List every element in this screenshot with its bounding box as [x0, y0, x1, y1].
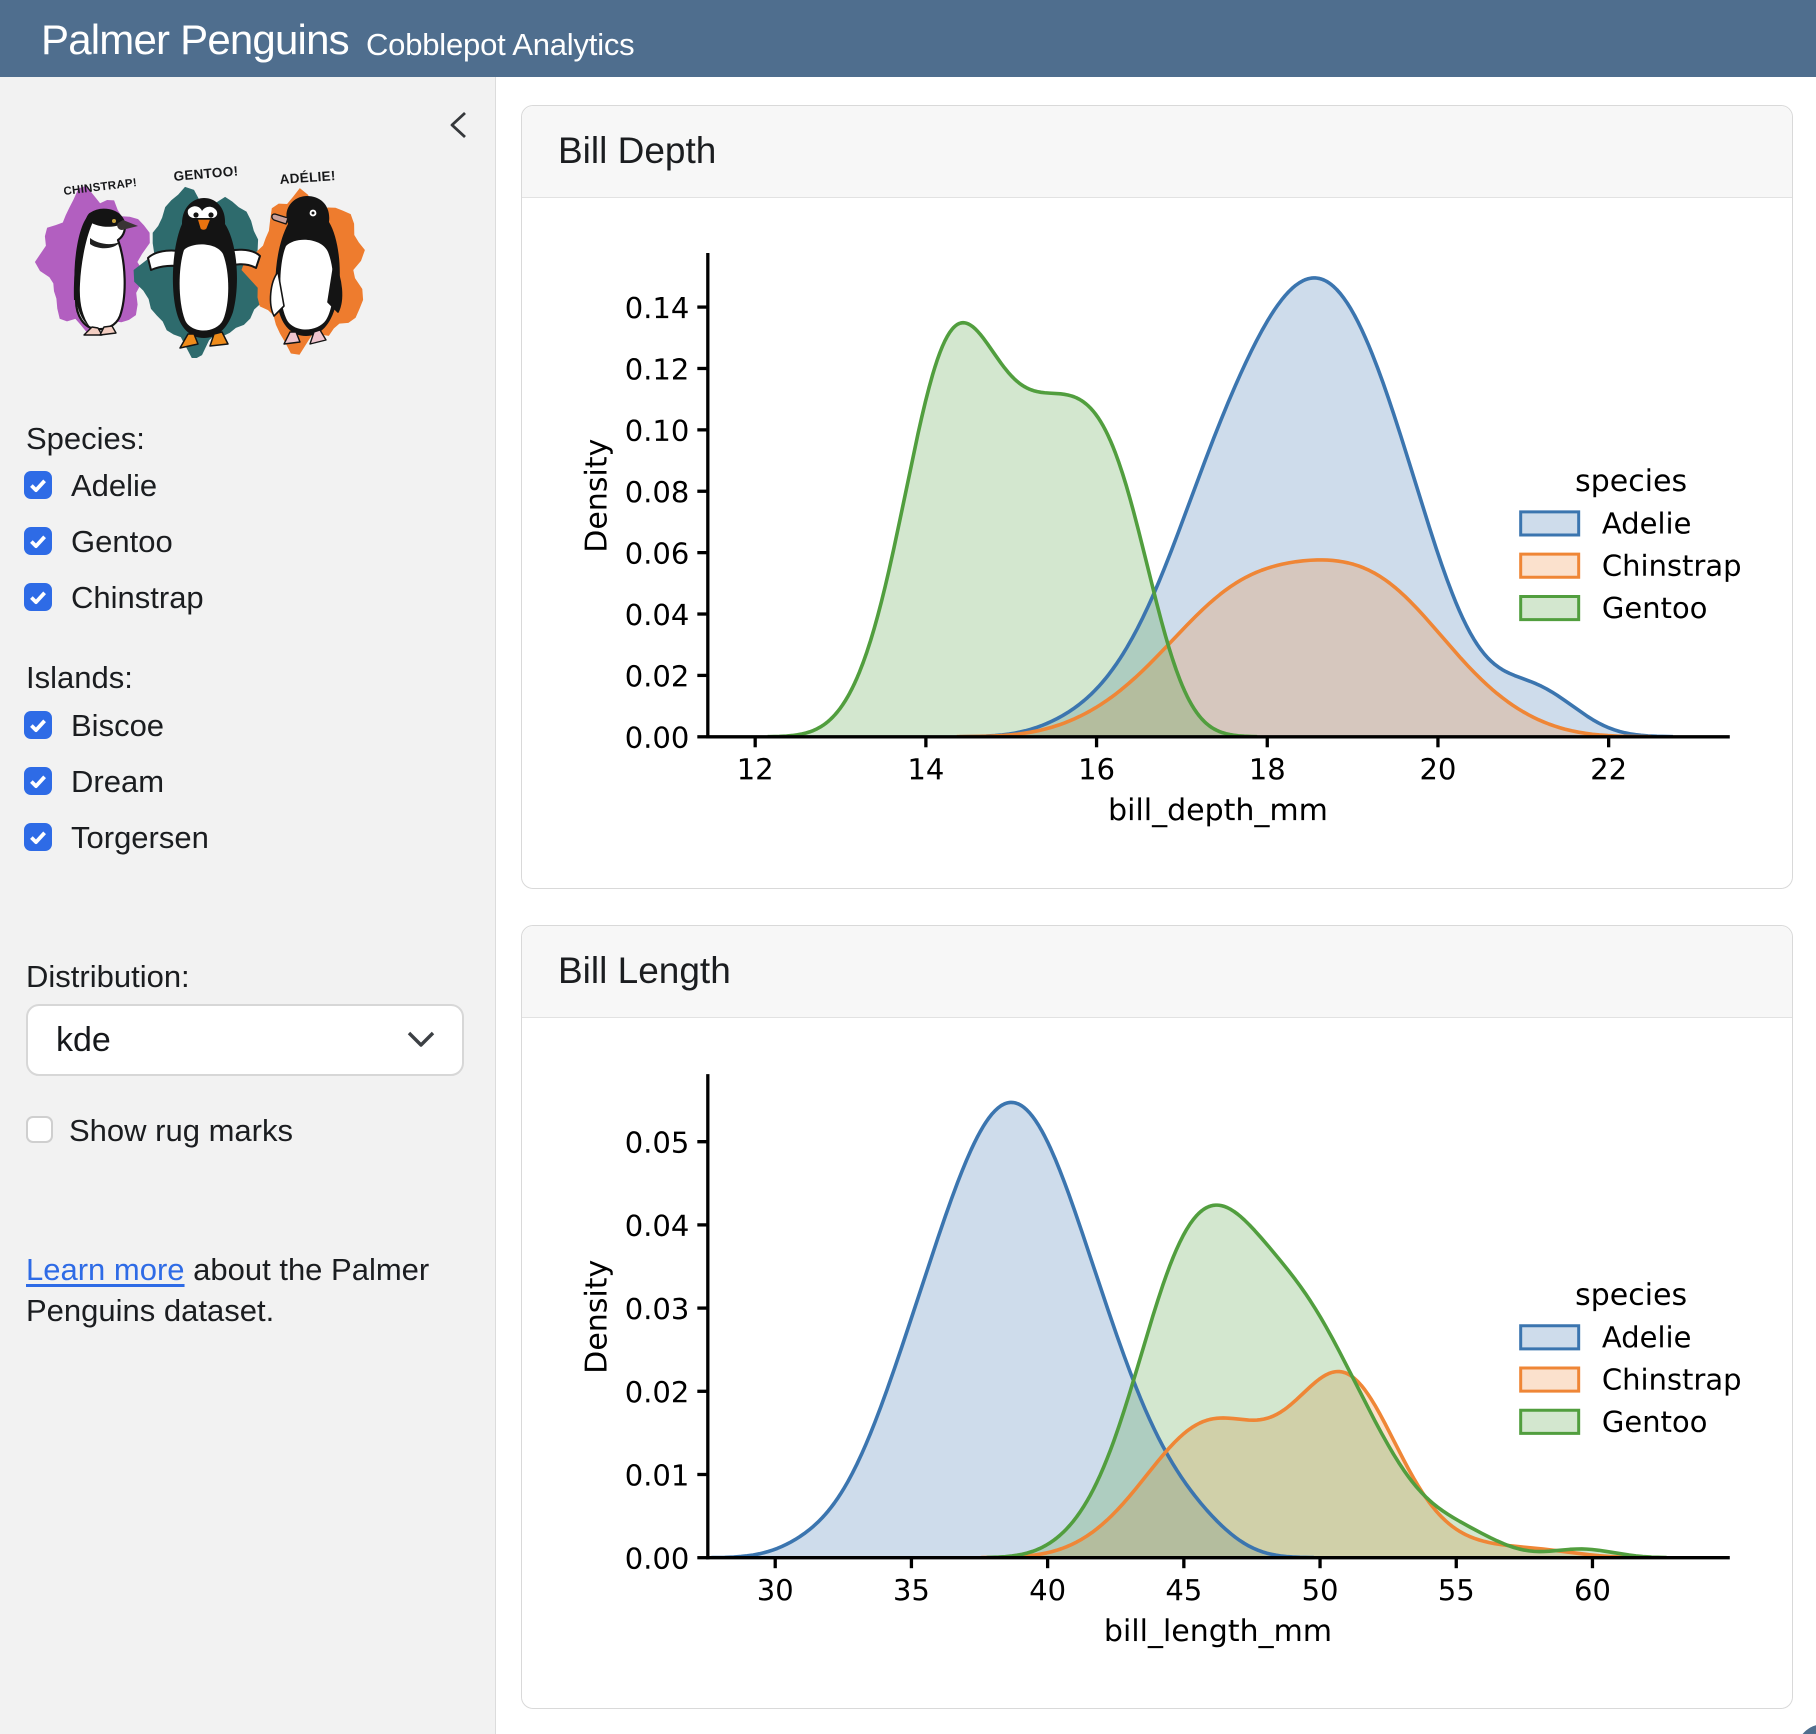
svg-text:ADÉLIE!: ADÉLIE! [279, 168, 336, 187]
svg-text:CHINSTRAP!: CHINSTRAP! [63, 177, 138, 198]
svg-text:GENTOO!: GENTOO! [173, 163, 239, 184]
